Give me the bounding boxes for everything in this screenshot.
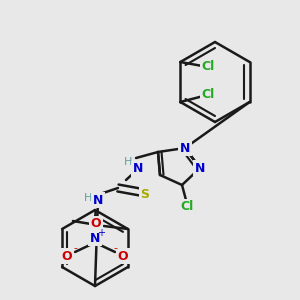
Text: H: H [84,193,92,203]
Text: N: N [180,142,190,154]
Text: S: S [140,188,149,202]
Text: O: O [62,250,72,262]
Text: Cl: Cl [202,61,215,74]
Text: N: N [90,232,100,244]
Text: -: - [73,243,77,253]
Text: H: H [124,157,132,167]
Text: O: O [118,250,128,262]
Text: N: N [93,194,103,206]
Text: Cl: Cl [180,200,194,214]
Text: +: + [97,228,105,238]
Text: N: N [133,163,143,176]
Text: O: O [91,218,101,230]
Text: -: - [113,243,117,253]
Text: Cl: Cl [202,88,215,100]
Text: N: N [195,161,205,175]
